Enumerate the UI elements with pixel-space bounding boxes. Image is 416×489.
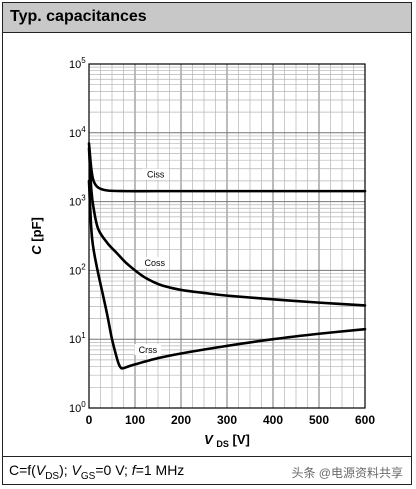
y-tick-exp: 1 bbox=[81, 331, 86, 340]
series-labels: Ciss Coss Crss bbox=[134, 168, 169, 356]
y-tick-exp: 0 bbox=[81, 400, 86, 409]
series-label-crss: Crss bbox=[139, 345, 158, 355]
y-tick-base: 10 bbox=[69, 334, 81, 346]
chart-area: 0 100 200 300 400 500 600 100 101 102 103 104 105 Ci… bbox=[3, 34, 411, 458]
chart-panel: Typ. capacitances 0 100 200 300 400 500 600 100… bbox=[2, 2, 412, 485]
series-label-bg bbox=[134, 344, 162, 356]
caption-mid: ); bbox=[59, 462, 72, 478]
x-axis-label-unit: [V] bbox=[233, 432, 250, 447]
series-label-coss: Coss bbox=[145, 258, 166, 268]
series-line-ciss bbox=[87, 142, 367, 193]
x-tick-label: 600 bbox=[355, 413, 375, 427]
caption-f-value: =1 MHz bbox=[135, 462, 185, 478]
caption-bar: C=f(VDS); VGS=0 V; f=1 MHz 头条 @电源资料共享 bbox=[3, 456, 411, 484]
y-tick-base: 10 bbox=[69, 403, 81, 415]
y-tick-label: 103 bbox=[69, 194, 86, 209]
grid bbox=[88, 64, 366, 409]
chart-title: Typ. capacitances bbox=[10, 8, 147, 25]
x-tick-label: 400 bbox=[263, 413, 283, 427]
caption-vds-sub: DS bbox=[45, 470, 60, 482]
series-line-coss bbox=[87, 146, 367, 307]
y-tick-base: 10 bbox=[69, 265, 81, 277]
y-tick-label: 101 bbox=[69, 331, 86, 346]
x-axis-label-var: V bbox=[204, 432, 214, 447]
y-tick-label: 105 bbox=[69, 56, 86, 71]
y-tick-exp: 2 bbox=[81, 262, 86, 271]
x-axis-label-sub: DS bbox=[216, 439, 229, 449]
plot-frame bbox=[88, 63, 366, 409]
series-label-bg bbox=[141, 256, 168, 268]
y-tick-base: 10 bbox=[69, 128, 81, 140]
y-tick-label: 100 bbox=[69, 400, 86, 415]
y-tick-label: 102 bbox=[69, 262, 86, 277]
caption-f-var: f bbox=[131, 462, 136, 478]
x-axis-label: V DS [V] bbox=[204, 432, 250, 450]
y-tick-exp: 4 bbox=[81, 125, 86, 134]
title-bar: Typ. capacitances bbox=[3, 3, 411, 33]
caption-vds-var: V bbox=[35, 462, 46, 478]
y-tick-exp: 5 bbox=[81, 56, 86, 65]
y-axis-label-var: C bbox=[29, 245, 44, 255]
caption-prefix: C=f( bbox=[9, 462, 36, 478]
x-tick-label: 0 bbox=[86, 413, 93, 427]
x-tick-label: 100 bbox=[125, 413, 145, 427]
series-label-bg bbox=[142, 168, 169, 180]
x-tick-label: 500 bbox=[309, 413, 329, 427]
series-layer bbox=[87, 142, 367, 370]
caption-vgs-sub: GS bbox=[80, 470, 96, 482]
y-tick-base: 10 bbox=[69, 197, 81, 209]
x-tick-label: 300 bbox=[217, 413, 237, 427]
conditions-caption: C=f(VDS); VGS=0 V; f=1 MHz bbox=[9, 462, 184, 482]
y-axis-label: C [pF] bbox=[29, 217, 44, 255]
y-axis-label-unit: [pF] bbox=[29, 217, 44, 242]
series-line-crss bbox=[87, 179, 367, 370]
y-tick-exp: 3 bbox=[81, 194, 86, 203]
caption-vgs-var: V bbox=[71, 462, 81, 478]
watermark: 头条 @电源资料共享 bbox=[291, 466, 403, 480]
y-tick-label: 104 bbox=[69, 125, 86, 140]
series-label-ciss: Ciss bbox=[147, 170, 165, 180]
x-tick-label: 200 bbox=[171, 413, 191, 427]
caption-vgs-value: =0 V; bbox=[95, 462, 132, 478]
y-tick-base: 10 bbox=[69, 59, 81, 71]
